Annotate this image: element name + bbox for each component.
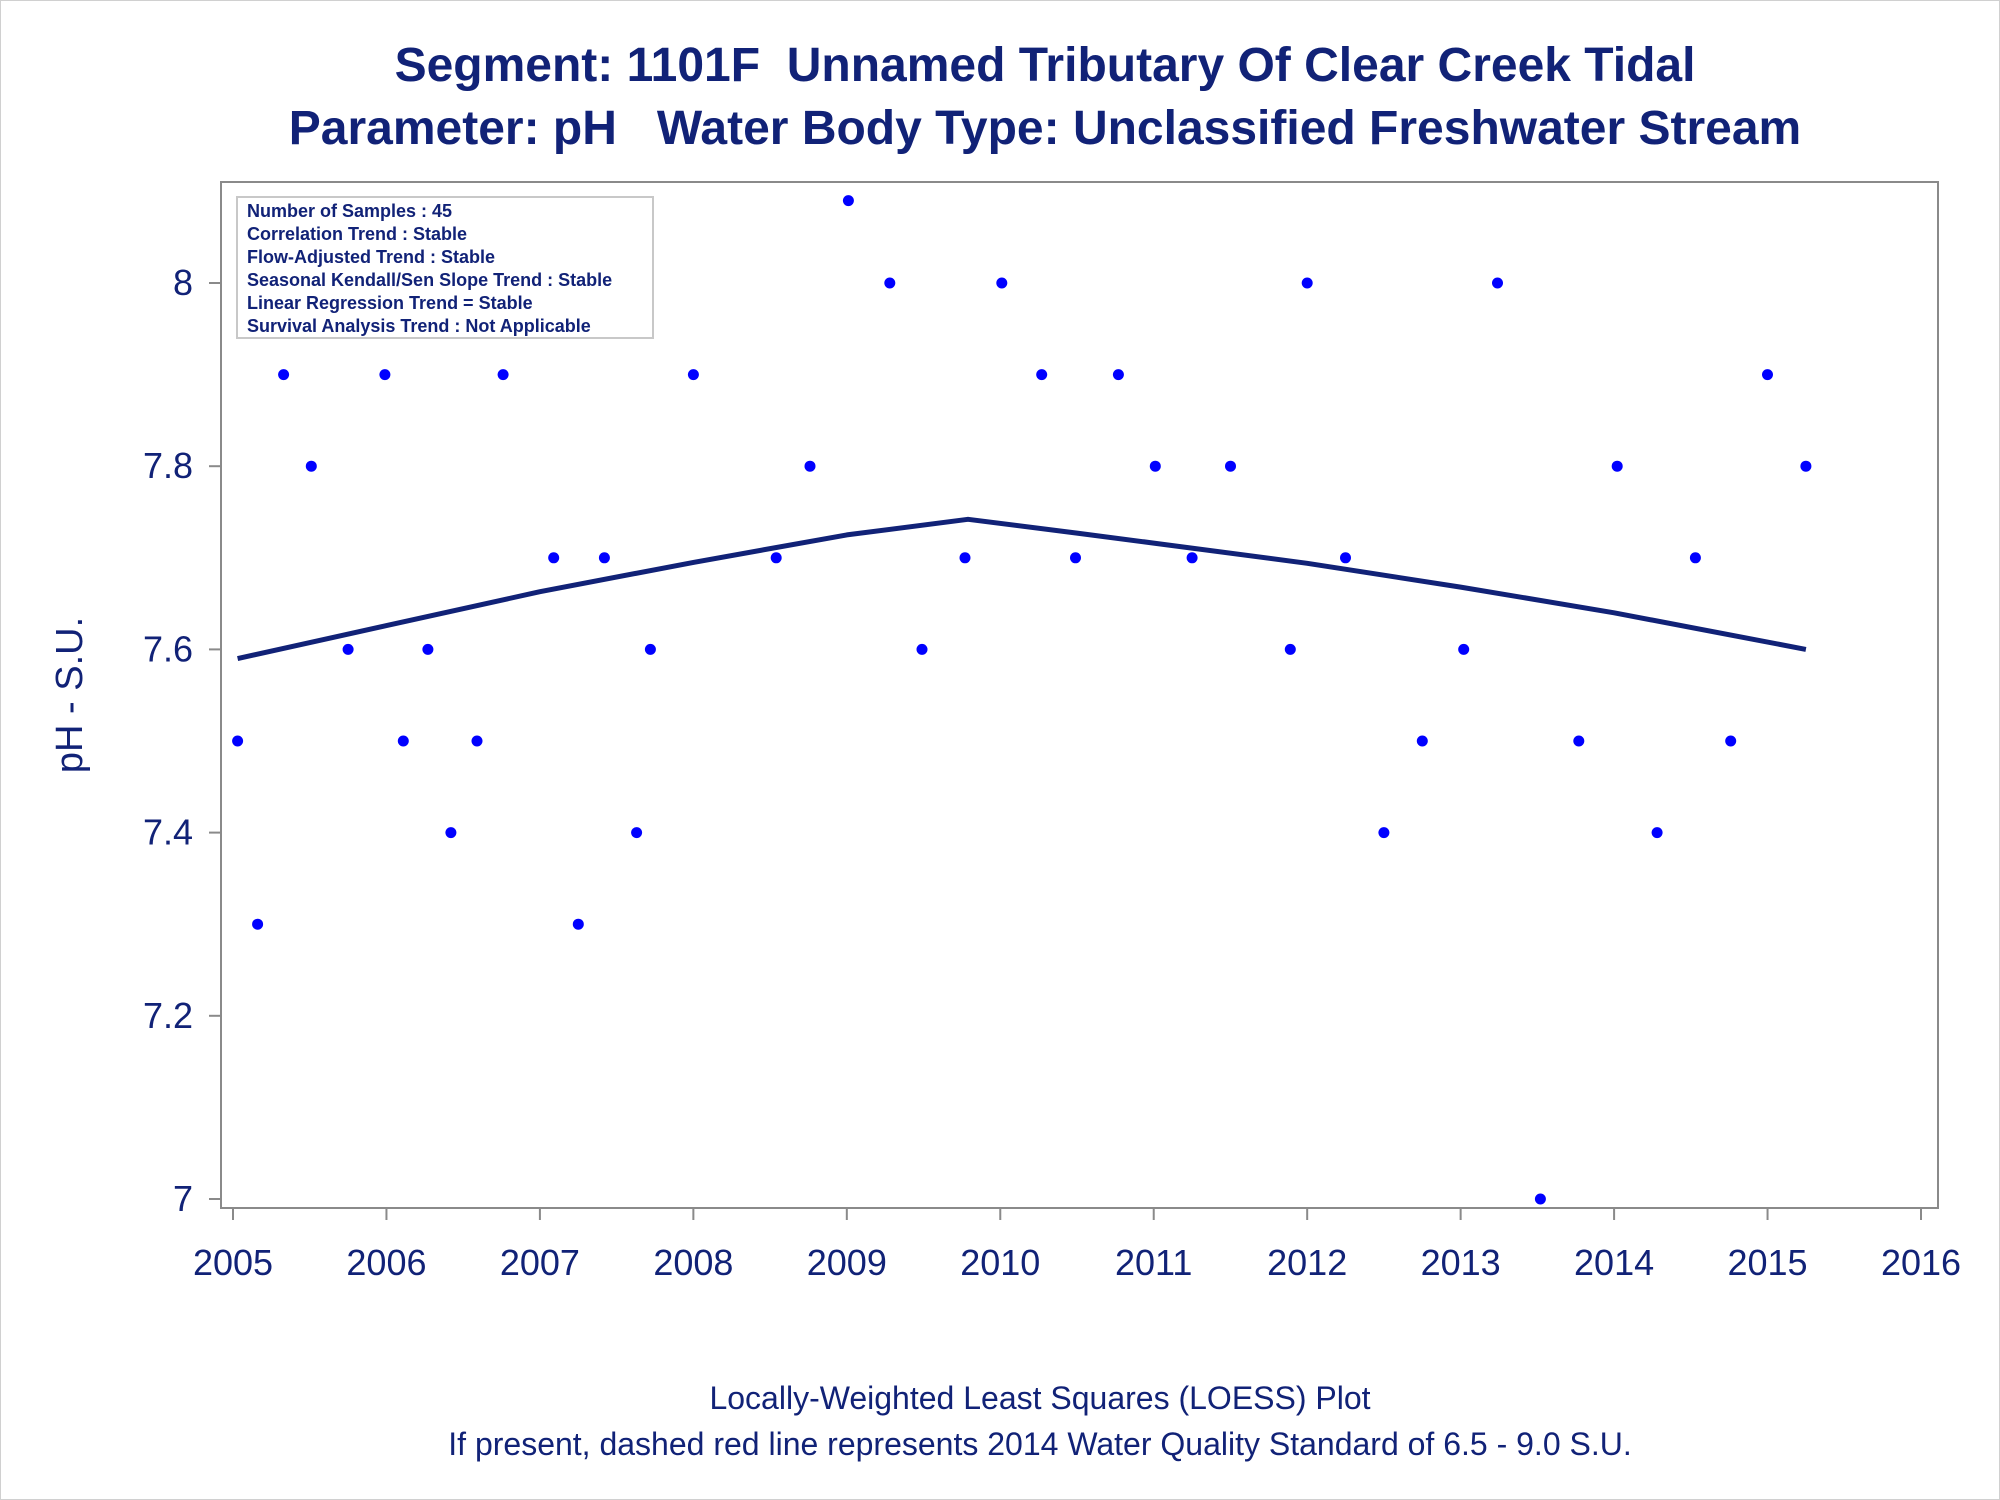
stats-box: Number of Samples : 45 Correlation Trend … <box>236 196 654 339</box>
y-tick-label: 7 <box>173 1178 193 1219</box>
data-point <box>445 827 457 839</box>
x-tick-label: 2011 <box>1115 1242 1192 1283</box>
y-tick-label: 7.6 <box>143 628 193 669</box>
x-tick-label: 2009 <box>807 1242 887 1283</box>
x-tick-label: 2010 <box>960 1242 1040 1283</box>
y-tick-label: 7.8 <box>143 445 193 486</box>
data-point <box>1301 277 1313 289</box>
data-point <box>232 735 244 747</box>
loess-line <box>237 516 1807 662</box>
data-point <box>1149 460 1161 472</box>
x-tick-label: 2015 <box>1727 1242 1807 1283</box>
stats-line: Linear Regression Trend = Stable <box>247 293 533 313</box>
data-point <box>1492 277 1503 289</box>
footnote-2: If present, dashed red line represents 2… <box>448 1426 1632 1462</box>
x-tick-label: 2005 <box>193 1242 273 1283</box>
footnote-1: Locally-Weighted Least Squares (LOESS) P… <box>709 1380 1371 1416</box>
x-tick-label: 2012 <box>1267 1242 1347 1283</box>
stats-line: Flow-Adjusted Trend : Stable <box>247 247 495 267</box>
data-point <box>842 195 854 207</box>
data-point <box>1762 369 1773 381</box>
chart-subtitle: Parameter: pH Water Body Type: Unclassif… <box>288 102 1802 155</box>
stats-box-frame <box>236 196 654 339</box>
data-point <box>687 369 699 381</box>
data-point <box>548 552 560 564</box>
y-axis-label: pH - S.U. <box>49 617 91 773</box>
plot-border <box>220 181 1939 1209</box>
x-tick-label: 2013 <box>1421 1242 1501 1283</box>
x-tick-label: 2006 <box>346 1242 426 1283</box>
stats-line: Seasonal Kendall/Sen Slope Trend : Stabl… <box>247 270 612 290</box>
stats-line: Survival Analysis Trend : Not Applicable <box>247 316 591 336</box>
data-point <box>598 552 610 564</box>
x-tick-label: 2014 <box>1574 1242 1654 1283</box>
data-point <box>1651 827 1663 839</box>
data-point <box>1611 460 1623 472</box>
x-tick-label: 2016 <box>1881 1242 1961 1283</box>
data-point <box>497 369 509 381</box>
data-point <box>1340 552 1351 564</box>
loess-curve-group <box>237 516 1807 662</box>
x-axis: 2005 2006 2007 2008 2009 2010 2011 2012 2013 2014… <box>193 1208 1961 1283</box>
data-point <box>1800 460 1812 472</box>
data-point <box>1284 643 1296 655</box>
data-point <box>1225 460 1236 472</box>
data-point <box>1458 643 1470 655</box>
data-point <box>631 827 643 839</box>
data-point <box>959 552 971 564</box>
data-point <box>770 552 782 564</box>
data-point <box>1534 1193 1546 1205</box>
data-point <box>397 735 409 747</box>
y-tick-label: 8 <box>173 262 193 303</box>
data-point <box>1573 735 1585 747</box>
chart-title: Segment: 1101F Unnamed Tributary Of Clea… <box>394 39 1696 92</box>
data-point <box>305 460 317 472</box>
data-point <box>1112 369 1124 381</box>
y-tick-label: 7.2 <box>143 995 193 1036</box>
data-point <box>252 918 264 930</box>
data-point <box>572 918 584 930</box>
data-point <box>644 643 656 655</box>
data-point <box>996 277 1008 289</box>
x-tick-label: 2008 <box>653 1242 733 1283</box>
data-point <box>884 277 896 289</box>
data-point <box>1689 552 1701 564</box>
data-point <box>342 643 354 655</box>
data-point <box>1036 369 1048 381</box>
data-point <box>1725 735 1737 747</box>
data-point <box>1416 735 1428 747</box>
y-tick-label: 7.4 <box>143 812 193 853</box>
y-axis: 7 7.2 7.4 7.6 7.8 8 <box>143 262 221 1219</box>
data-point <box>379 369 391 381</box>
data-point <box>1186 552 1198 564</box>
data-point <box>804 460 816 472</box>
data-point <box>422 643 434 655</box>
data-point <box>471 735 483 747</box>
data-point <box>1070 552 1081 564</box>
data-point <box>278 369 290 381</box>
data-points-group <box>232 195 1812 1205</box>
stats-line: Correlation Trend : Stable <box>247 224 467 244</box>
data-point <box>916 643 928 655</box>
data-point <box>1378 827 1390 839</box>
stats-line: Number of Samples : 45 <box>247 201 452 221</box>
x-tick-label: 2007 <box>500 1242 580 1283</box>
